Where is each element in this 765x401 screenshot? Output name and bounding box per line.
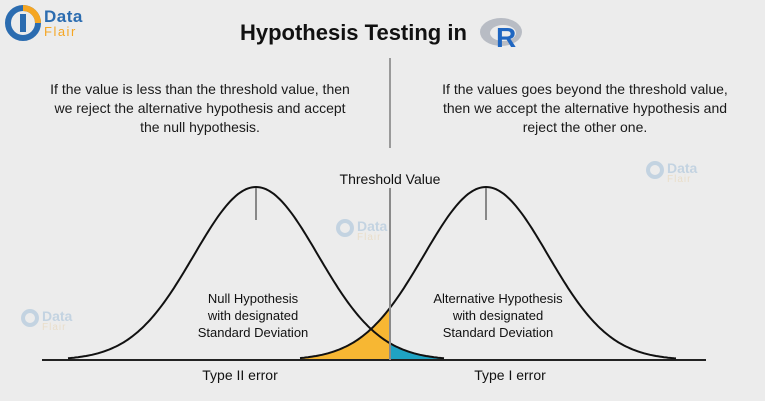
- r-logo-letter: R: [496, 22, 516, 52]
- watermark-logo: Data Flair: [335, 218, 405, 248]
- logo-text-data: Data: [44, 7, 83, 26]
- r-logo-icon: R: [479, 14, 525, 52]
- left-description: If the value is less than the threshold …: [50, 81, 350, 135]
- right-description: If the values goes beyond the threshold …: [442, 81, 728, 135]
- logo-text-flair: Flair: [44, 24, 77, 39]
- watermark-logo: Data Flair: [20, 308, 90, 338]
- page-title: Hypothesis Testing in R: [0, 14, 765, 52]
- null-label-line: with designated: [207, 308, 299, 323]
- null-label-line: Standard Deviation: [197, 325, 309, 340]
- null-label-line: Null Hypothesis: [207, 291, 299, 306]
- type-ii-error-region: [300, 307, 390, 360]
- alternative-hypothesis-curve: [299, 185, 677, 360]
- type-i-error-label: Type I error: [474, 367, 546, 383]
- type-ii-error-label: Type II error: [202, 367, 278, 383]
- alt-label-line: Alternative Hypothesis: [433, 291, 563, 306]
- threshold-label: Threshold Value: [339, 171, 441, 187]
- alternative-hypothesis-label: Alternative Hypothesis with designated S…: [418, 290, 578, 341]
- type-i-error-region: [390, 343, 444, 360]
- center-divider: [389, 58, 391, 148]
- null-hypothesis-curve: [67, 185, 445, 360]
- null-hypothesis-label: Null Hypothesis with designated Standard…: [178, 290, 328, 341]
- watermark-logo: Data Flair: [645, 160, 715, 190]
- alt-label-line: with designated: [452, 308, 544, 323]
- page-title-text: Hypothesis Testing in: [239, 20, 467, 45]
- alt-label-line: Standard Deviation: [442, 325, 554, 340]
- dataflair-logo-icon: [5, 5, 41, 41]
- dataflair-logo: Data Flair: [4, 4, 104, 44]
